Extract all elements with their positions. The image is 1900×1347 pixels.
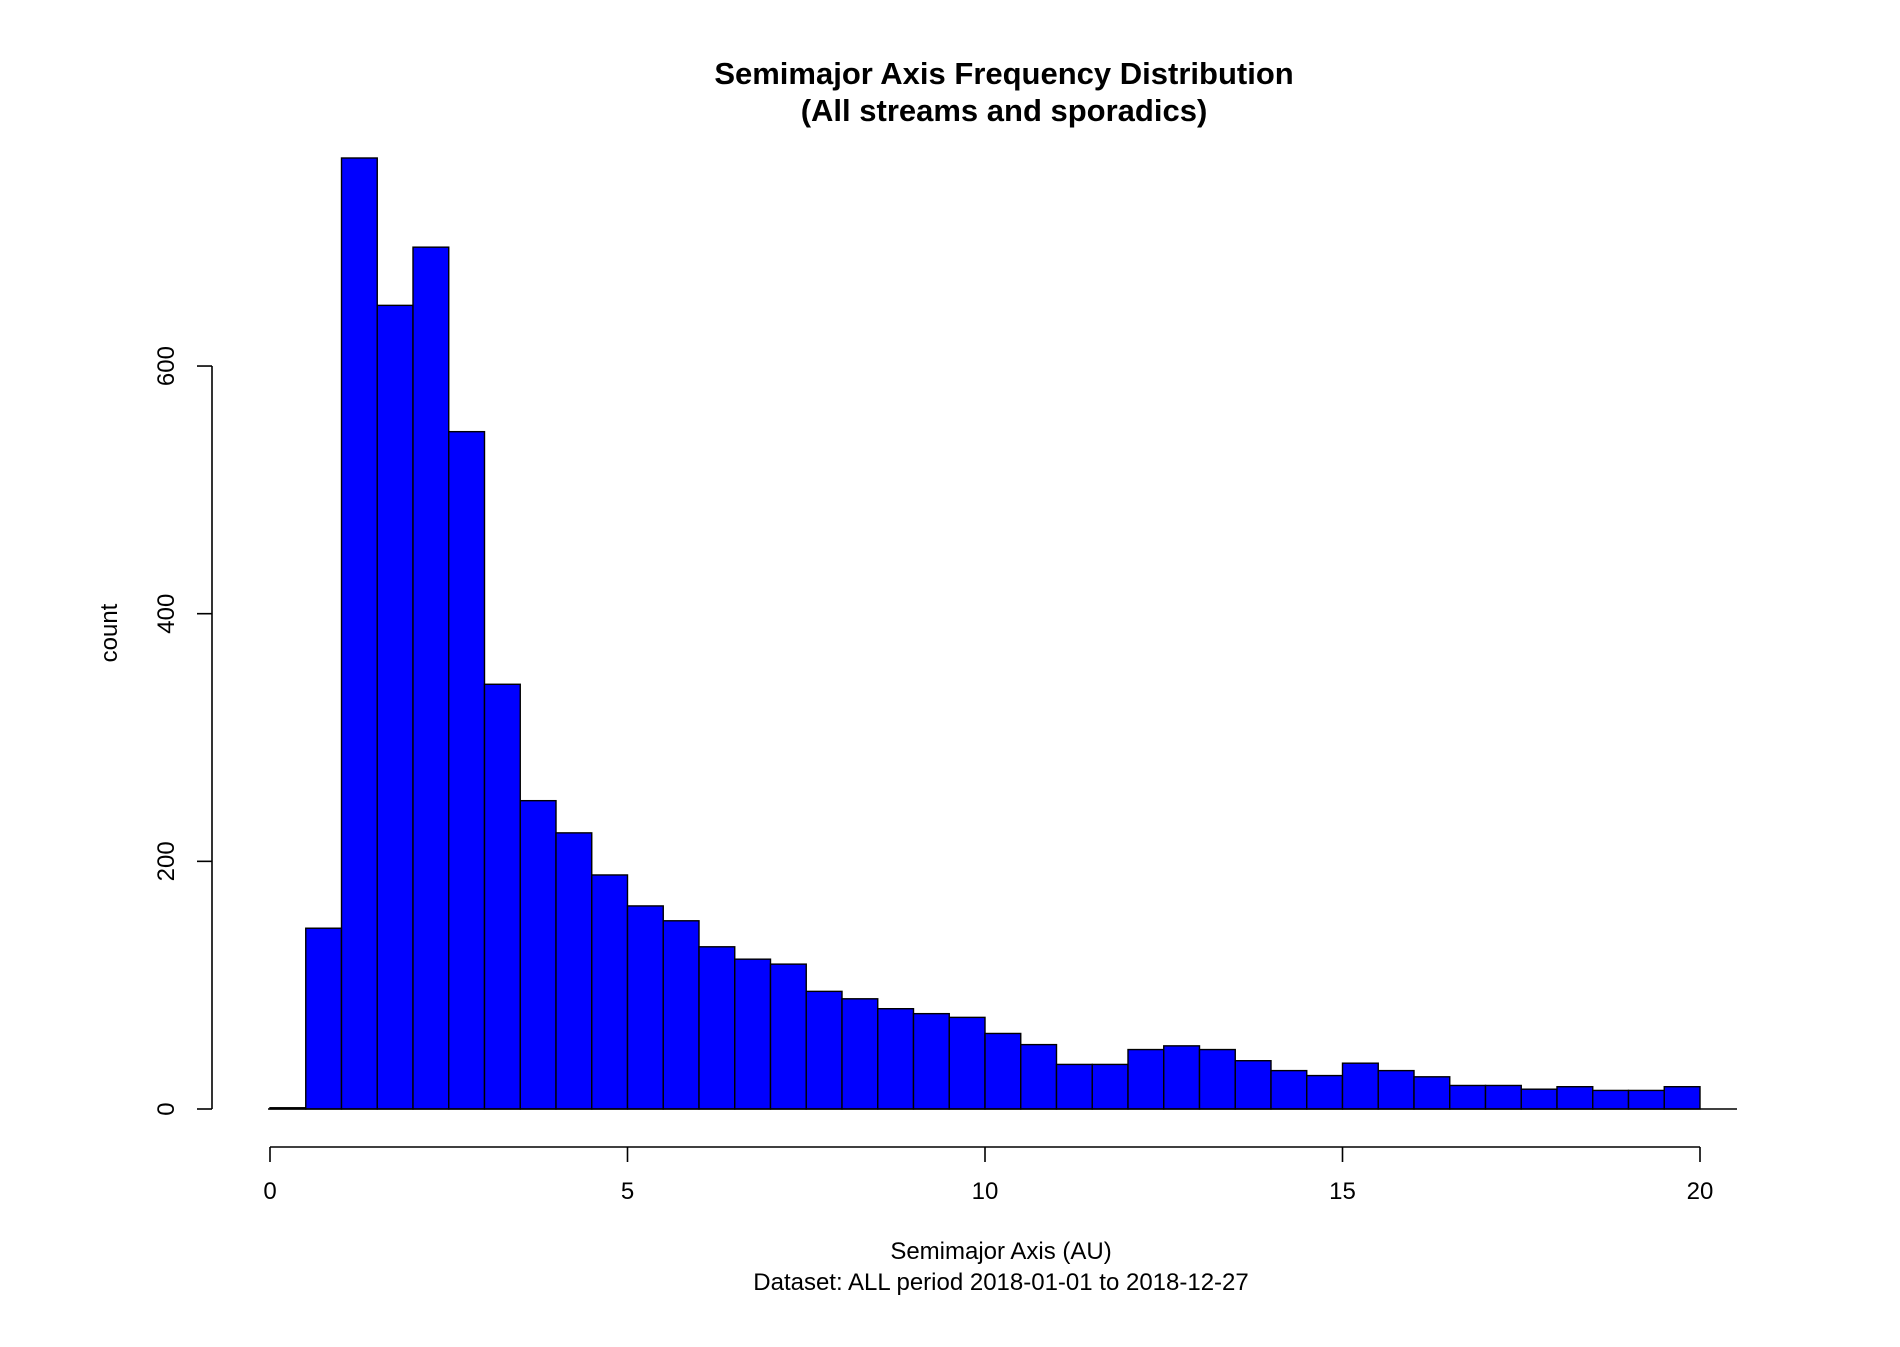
x-tick-label: 0 — [263, 1178, 276, 1205]
histogram-bar — [734, 958, 772, 1110]
histogram-bar — [519, 799, 557, 1110]
histogram-bar — [1091, 1063, 1129, 1110]
histogram-bar — [1198, 1048, 1236, 1110]
histogram-bar — [984, 1032, 1022, 1110]
dataset-caption: Dataset: ALL period 2018-01-01 to 2018-1… — [753, 1269, 1248, 1296]
histogram-bar — [1627, 1089, 1665, 1110]
histogram-bar — [376, 304, 414, 1110]
histogram-bar — [948, 1016, 986, 1110]
histogram-bar — [483, 683, 521, 1110]
y-axis-label: count — [96, 603, 123, 662]
histogram-bar — [1377, 1069, 1415, 1110]
histogram-bar — [1270, 1069, 1308, 1110]
x-axis-label: Semimajor Axis (AU) — [890, 1238, 1111, 1265]
histogram-bar — [1234, 1060, 1272, 1110]
histogram-bar — [662, 920, 700, 1110]
histogram-bar — [1020, 1043, 1058, 1110]
histogram-bar — [1556, 1086, 1594, 1110]
x-tick-label: 15 — [1329, 1178, 1356, 1205]
y-tick-label: 400 — [153, 594, 180, 634]
histogram-bar — [1127, 1048, 1165, 1110]
y-axis: 0 200 400 600 — [153, 346, 213, 1116]
histogram-bar — [877, 1008, 915, 1110]
x-tick-label: 5 — [621, 1178, 634, 1205]
histogram-bar — [769, 963, 807, 1110]
histogram-bar — [412, 246, 450, 1110]
histogram-bar — [1484, 1084, 1522, 1110]
histogram-bar — [1306, 1074, 1344, 1110]
histogram-bar — [1520, 1088, 1558, 1110]
histogram-bar — [626, 905, 664, 1110]
histogram-bar — [1592, 1089, 1630, 1110]
chart-title: Semimajor Axis Frequency Distribution — [714, 56, 1293, 91]
histogram-bar — [698, 946, 736, 1110]
histogram-bar — [1163, 1045, 1201, 1110]
histogram-bar — [1341, 1062, 1379, 1110]
histogram-bar — [1413, 1076, 1451, 1110]
y-tick-label: 600 — [153, 346, 180, 386]
histogram-bar — [1663, 1086, 1701, 1110]
chart-subtitle: (All streams and sporadics) — [801, 93, 1208, 128]
x-tick-label: 20 — [1687, 1178, 1714, 1205]
y-tick-label: 0 — [153, 1102, 180, 1115]
bars-group — [268, 157, 1737, 1110]
histogram-bar — [1449, 1084, 1487, 1110]
histogram-bar — [340, 157, 378, 1110]
histogram-bar — [1055, 1063, 1093, 1110]
x-axis: 0 5 10 15 20 — [263, 1146, 1714, 1205]
histogram-bar — [555, 832, 593, 1110]
histogram-bar — [912, 1012, 950, 1110]
y-tick-label: 200 — [153, 841, 180, 881]
histogram-bar — [305, 927, 343, 1110]
histogram-bar — [805, 990, 843, 1110]
histogram-bar — [448, 430, 486, 1110]
x-tick-label: 10 — [972, 1178, 999, 1205]
histogram-bar — [591, 874, 629, 1110]
histogram-bar — [841, 998, 879, 1110]
